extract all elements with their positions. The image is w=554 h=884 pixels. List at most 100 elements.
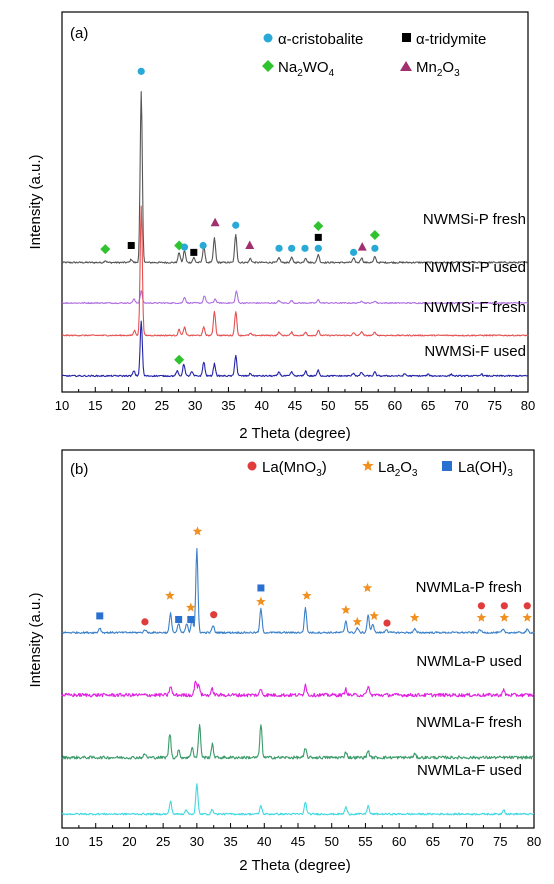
panel-a-diamond-marker <box>174 354 185 365</box>
panel-a-series-3 <box>61 320 529 378</box>
panel-a-x-tick-label: 20 <box>121 398 135 413</box>
panel-a-circle-marker <box>314 244 322 252</box>
panel-b-series-2 <box>61 724 535 760</box>
panel-b-x-tick-label: 20 <box>122 834 136 849</box>
legend-na2wo4: Na2WO4 <box>278 59 335 79</box>
panel-a-square-marker <box>127 241 135 249</box>
panel-b-x-tick-label: 15 <box>88 834 102 849</box>
series-label-nwmla-f-used: NWMLa-F used <box>417 762 522 779</box>
legend-mn2o3: Mn2O3 <box>416 59 460 79</box>
panel-b-series-3 <box>61 783 534 816</box>
legend-cristobalite: α-cristobalite <box>278 31 363 48</box>
series-label-nwmsi-f-used: NWMSi-F used <box>424 343 526 360</box>
panel-b-star-marker <box>302 590 312 600</box>
panel-a-series-2 <box>61 205 529 337</box>
panel-a-x-tick-label: 25 <box>155 398 169 413</box>
panel-b-circle-marker <box>383 619 391 627</box>
cristobalite-legend-icon <box>263 33 273 43</box>
panel-b-star-marker <box>499 612 510 622</box>
series-label-nwmsi-f-fresh: NWMSi-F fresh <box>424 299 527 316</box>
panel-b-circle-marker <box>523 602 531 610</box>
panel-b-x-tick-label: 70 <box>459 834 473 849</box>
panel-b-series-1 <box>61 680 535 698</box>
panel-b-star-marker <box>362 583 373 592</box>
panel-a-square-marker <box>314 233 322 241</box>
panel-a-diamond-marker <box>369 229 380 240</box>
panel-b-legend: La(MnO3) La2O3 La(OH)3 <box>247 459 513 479</box>
panel-a-phase-markers <box>100 67 380 365</box>
panel-a-label: (a) <box>70 25 88 42</box>
legend-la2o3: La2O3 <box>378 459 418 479</box>
panel-b-x-tick-label: 40 <box>257 834 271 849</box>
mn2o3-legend-icon <box>400 61 412 71</box>
panel-b-star-marker <box>256 596 266 606</box>
panel-b-label: (b) <box>70 461 88 478</box>
panel-b-x-tick-label: 10 <box>55 834 69 849</box>
panel-b-x-tick-label: 65 <box>426 834 440 849</box>
panel-a-diamond-marker <box>313 221 324 232</box>
panel-a-square-marker <box>190 248 198 256</box>
panel-a-circle-marker <box>275 244 283 252</box>
panel-b-phase-markers <box>96 526 532 627</box>
panel-b-x-tick-label: 45 <box>291 834 305 849</box>
panel-a-circle-marker <box>232 221 240 229</box>
panel-a-diamond-marker <box>100 244 111 255</box>
panel-a-legend: α-cristobalite α-tridymite Na2WO4 Mn2O3 <box>262 31 486 79</box>
panel-b-x-tick-label: 60 <box>392 834 406 849</box>
legend-tridymite: α-tridymite <box>416 31 486 48</box>
panel-a-x-tick-label: 40 <box>254 398 268 413</box>
panel-b-series-0 <box>61 547 535 635</box>
panel-b-x-tick-label: 25 <box>156 834 170 849</box>
panel-a-x-tick-label: 50 <box>321 398 335 413</box>
panel-a-x-tick-label: 30 <box>188 398 202 413</box>
panel-a-series <box>61 91 529 378</box>
panel-b-x-ticks: 10 15 20 25 30 35 40 45 50 55 60 65 70 75 80 <box>55 823 541 849</box>
panel-b-square-marker <box>175 615 183 623</box>
panel-a-circle-marker <box>137 67 145 75</box>
legend-lamno3: La(MnO3) <box>262 459 327 479</box>
panel-a-x-ticks: 10 15 20 25 30 35 40 45 50 55 60 65 70 75 80 <box>55 387 535 413</box>
panel-b-x-tick-label: 50 <box>324 834 338 849</box>
panel-b-circle-marker <box>141 618 149 626</box>
panel-b-circle-marker <box>500 602 508 610</box>
series-label-nwmla-f-fresh: NWMLa-F fresh <box>416 714 522 731</box>
panel-a-x-tick-label: 10 <box>55 398 69 413</box>
panel-a-x-tick-label: 35 <box>221 398 235 413</box>
panel-b-star-marker <box>192 526 203 536</box>
panel-a-circle-marker <box>371 244 379 252</box>
panel-b-star-marker <box>476 612 487 622</box>
panel-a-circle-marker <box>349 248 358 256</box>
panel-a-x-tick-label: 60 <box>388 398 402 413</box>
panel-a-circle-marker <box>180 243 189 251</box>
panel-a-x-tick-label: 65 <box>421 398 435 413</box>
panel-a-x-tick-label: 45 <box>288 398 302 413</box>
panel-b-square-marker <box>96 612 104 620</box>
panel-b-star-marker <box>165 590 175 600</box>
panel-a-triangle-marker <box>357 242 367 251</box>
lamno3-legend-icon <box>247 461 257 471</box>
panel-a-x-tick-label: 55 <box>354 398 368 413</box>
panel-a-triangle-marker <box>210 217 220 227</box>
panel-b-star-marker <box>522 612 532 622</box>
series-label-nwmla-p-used: NWMLa-P used <box>416 653 522 670</box>
panel-b-x-axis-title: 2 Theta (degree) <box>239 857 350 874</box>
series-label-nwmsi-p-used: NWMSi-P used <box>424 259 526 276</box>
series-label-nwmla-p-fresh: NWMLa-P fresh <box>416 579 522 596</box>
panel-a-x-tick-label: 70 <box>454 398 468 413</box>
panel-b-series <box>61 547 535 816</box>
panel-b-circle-marker <box>210 611 218 619</box>
series-label-nwmsi-p-fresh: NWMSi-P fresh <box>423 211 526 228</box>
legend-laoh3: La(OH)3 <box>458 459 513 479</box>
panel-b-star-marker <box>186 602 196 612</box>
panel-a-circle-marker <box>288 244 296 252</box>
panel-a-x-tick-label: 75 <box>487 398 501 413</box>
panel-b-y-axis-title: Intensity (a.u.) <box>27 592 44 687</box>
laoh3-legend-icon <box>442 461 452 471</box>
panel-b-star-marker <box>352 616 363 626</box>
panel-b-circle-marker <box>477 602 486 610</box>
panel-b-star-marker <box>369 610 379 620</box>
panel-b-star-marker <box>409 612 420 622</box>
panel-b-x-tick-label: 30 <box>190 834 204 849</box>
panel-b-x-tick-label: 55 <box>358 834 372 849</box>
